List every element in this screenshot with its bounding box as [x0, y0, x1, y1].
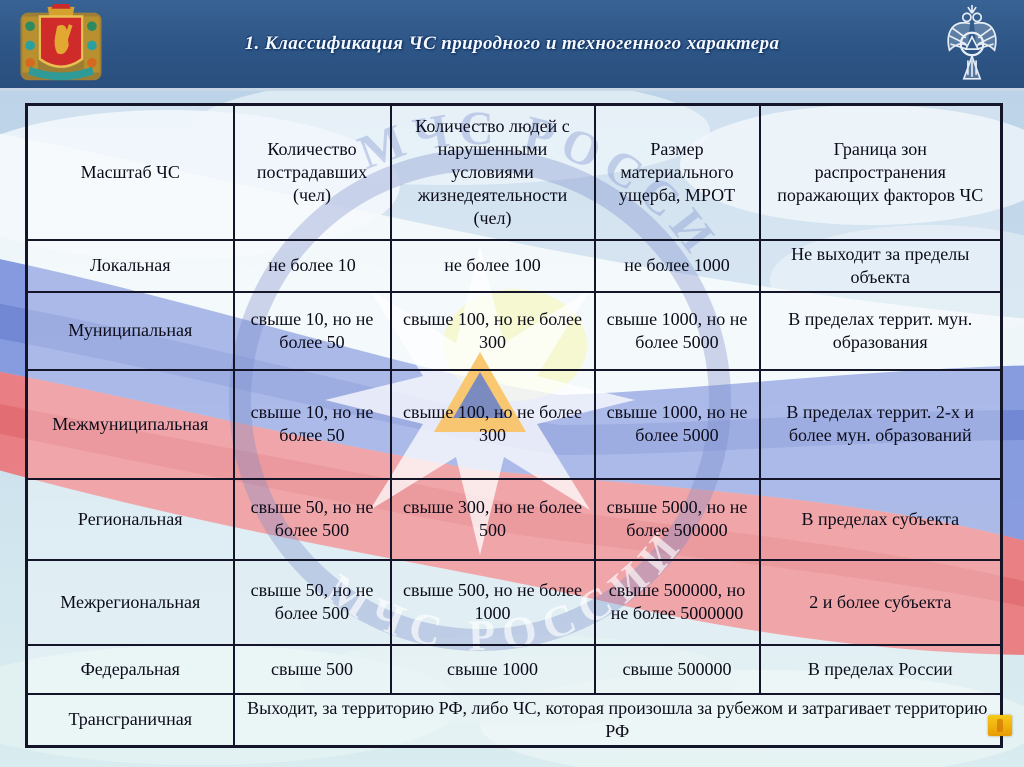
mchs-russia-emblem-icon: [947, 5, 997, 80]
cell-victims: свыше 500: [232, 643, 392, 695]
cell-damage: свыше 500000, но не более 5000000: [593, 558, 761, 646]
cell-damage: свыше 500000: [593, 643, 761, 695]
cell-victims: свыше 50, но не более 500: [232, 477, 392, 561]
corner-badge-glyph: [997, 719, 1003, 732]
cell-affected: не более 100: [389, 238, 596, 293]
corner-badge: [988, 715, 1012, 736]
cell-damage: свыше 1000, но не более 5000: [593, 368, 761, 480]
cell-zone: В пределах террит. 2-х и более мун. обра…: [758, 368, 1003, 480]
table-row: Федеральная свыше 500 свыше 1000 свыше 5…: [25, 643, 1003, 695]
cell-zone: В пределах субъекта: [758, 477, 1003, 561]
cell-victims: свыше 10, но не более 50: [232, 290, 392, 371]
table-row: Локальная не более 10 не более 100 не бо…: [25, 238, 1003, 293]
slide-title: 1. Классификация ЧС природного и техноге…: [244, 33, 780, 54]
table-row: Межмуниципальная свыше 10, но не более 5…: [25, 368, 1003, 480]
cell-damage: не более 1000: [593, 238, 761, 293]
cell-zone: Не выходит за пределы объекта: [758, 238, 1003, 293]
cell-zone: В пределах России: [758, 643, 1003, 695]
title-bar: 1. Классификация ЧС природного и техноге…: [0, 0, 1024, 91]
classification-table: Масштаб ЧС Количество пострадавших (чел)…: [25, 103, 1003, 749]
col-header-damage: Размер материального ущерба, МРОТ: [593, 103, 761, 241]
cell-affected: свыше 100, но не более 300: [389, 368, 596, 480]
cell-scale: Муниципальная: [25, 290, 235, 371]
col-header-affected: Количество людей с нарушенными условиями…: [389, 103, 596, 241]
krasnoyarsk-krai-crest-icon: [20, 3, 102, 81]
cell-affected: свыше 500, но не более 1000: [389, 558, 596, 646]
table-row: Межрегиональная свыше 50, но не более 50…: [25, 558, 1003, 646]
col-header-scale: Масштаб ЧС: [25, 103, 235, 241]
cell-victims: свыше 50, но не более 500: [232, 558, 392, 646]
col-header-zone: Граница зон распространения поражающих ф…: [758, 103, 1003, 241]
cell-zone: 2 и более субъекта: [758, 558, 1003, 646]
cell-victims: свыше 10, но не более 50: [232, 368, 392, 480]
cell-affected: свыше 300, но не более 500: [389, 477, 596, 561]
cell-affected: свыше 1000: [389, 643, 596, 695]
cell-scale: Федеральная: [25, 643, 235, 695]
table-row: Муниципальная свыше 10, но не более 50 с…: [25, 290, 1003, 371]
cell-scale: Локальная: [25, 238, 235, 293]
table-row: Региональная свыше 50, но не более 500 с…: [25, 477, 1003, 561]
table-row: Трансграничная Выходит, за территорию РФ…: [25, 692, 1003, 748]
table-header-row: Масштаб ЧС Количество пострадавших (чел)…: [25, 103, 1003, 241]
cell-transboundary-description: Выходит, за территорию РФ, либо ЧС, кото…: [232, 692, 1003, 748]
cell-victims: не более 10: [232, 238, 392, 293]
cell-damage: свыше 1000, но не более 5000: [593, 290, 761, 371]
cell-scale: Трансграничная: [25, 692, 235, 748]
col-header-victims: Количество пострадавших (чел): [232, 103, 392, 241]
cell-zone: В пределах террит. мун. образования: [758, 290, 1003, 371]
cell-scale: Межрегиональная: [25, 558, 235, 646]
cell-damage: свыше 5000, но не более 500000: [593, 477, 761, 561]
cell-scale: Межмуниципальная: [25, 368, 235, 480]
cell-affected: свыше 100, но не более 300: [389, 290, 596, 371]
cell-scale: Региональная: [25, 477, 235, 561]
